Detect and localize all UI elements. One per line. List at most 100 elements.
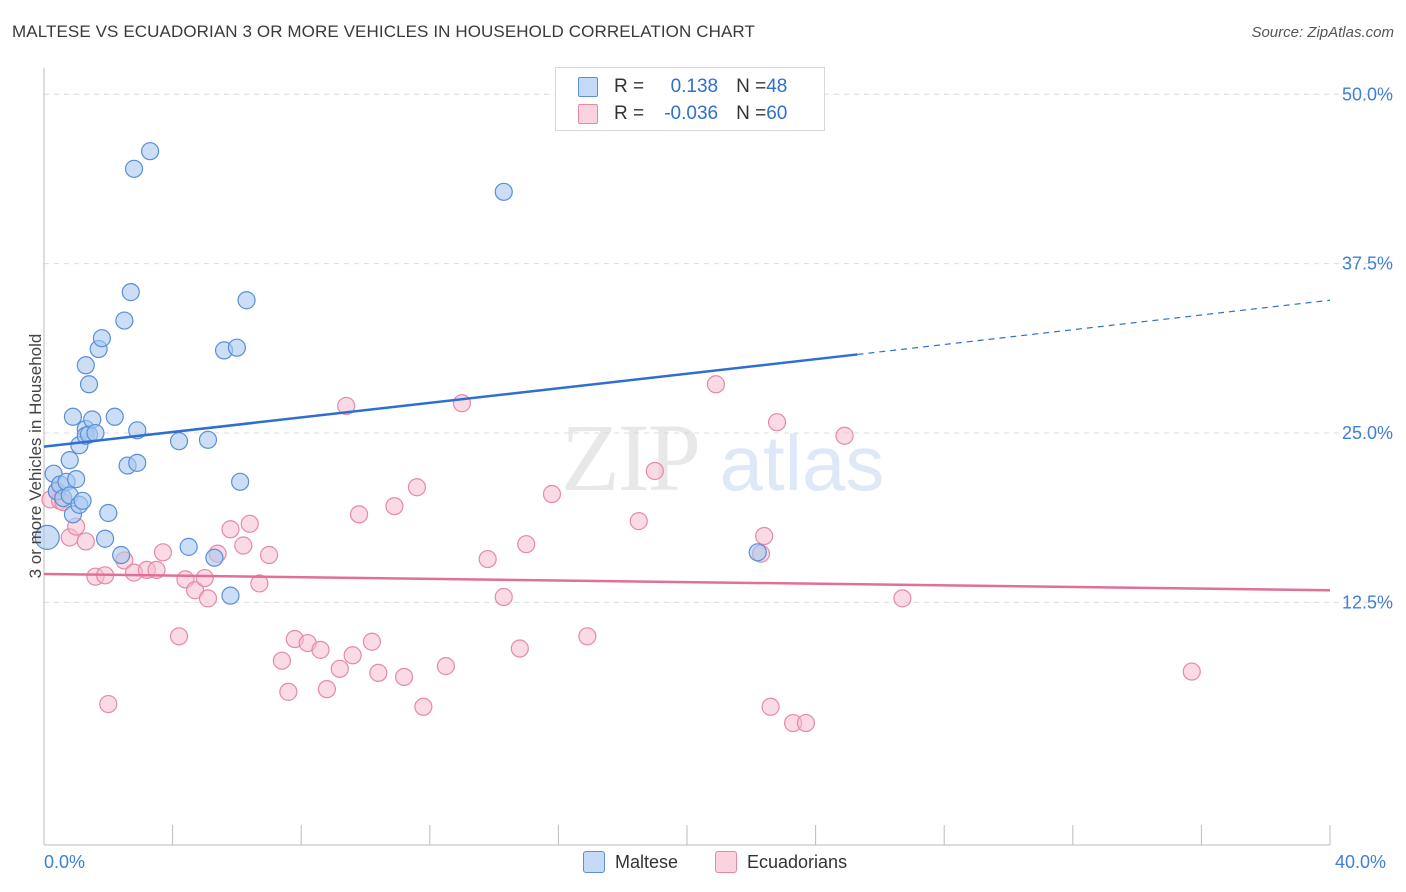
ecuadorians-legend-label: Ecuadorians — [747, 851, 848, 872]
ecuadorian-point — [761, 697, 780, 716]
ecuadorian-swatch — [578, 104, 598, 124]
ecuadorian-point — [542, 484, 562, 504]
ecuadorian-point — [221, 520, 240, 539]
maltese-point — [121, 283, 140, 302]
ecuadorian-point — [385, 497, 404, 516]
maltese-point — [34, 524, 60, 550]
ecuadorian-point — [153, 543, 173, 562]
ecuadorians-legend-swatch — [715, 851, 737, 873]
y-tick-label: 37.5% — [1342, 254, 1393, 274]
legend-row-maltese: R = 0.138 N = 48 — [578, 75, 787, 99]
maltese-trend-line — [43, 353, 858, 448]
ecuadorian-point — [494, 587, 513, 607]
ecuadorian-point — [362, 632, 382, 651]
maltese-point — [227, 338, 246, 357]
zipatlas-watermark: ZIP atlas — [561, 404, 884, 511]
ecuadorian-point — [272, 651, 292, 670]
legend-item-maltese[interactable]: Maltese — [583, 851, 678, 873]
maltese-point — [95, 529, 115, 548]
ecuadorian-point — [337, 396, 356, 416]
y-axis-label: 3 or more Vehicles in Household — [26, 333, 45, 579]
ecuadorian-point — [394, 667, 414, 687]
maltese-point — [198, 430, 218, 449]
ecuadorian-point — [706, 375, 726, 394]
watermark-zip: ZIP — [561, 404, 699, 511]
maltese-point — [179, 537, 198, 556]
ecuadorian-point — [478, 549, 497, 569]
ecuadorian-point — [234, 536, 253, 555]
maltese-point — [60, 451, 79, 470]
ecuadorian-point — [186, 581, 205, 600]
ecuadorian-point — [198, 589, 218, 608]
series-legend: Maltese Ecuadorians — [0, 851, 1406, 877]
ecuadorian-point — [317, 680, 337, 699]
ecuadorian-n-value: 60 — [766, 103, 788, 124]
maltese-point — [79, 375, 99, 394]
ecuadorian-point — [99, 694, 118, 714]
y-tick-label: 12.5% — [1342, 592, 1393, 612]
maltese-point — [63, 407, 83, 426]
maltese-point — [73, 491, 92, 510]
legend-item-ecuadorians[interactable]: Ecuadorians — [715, 851, 847, 873]
ecuadorian-point — [76, 532, 95, 551]
ecuadorian-point — [578, 627, 597, 646]
x-tick-label-max: 40.0% — [1335, 852, 1387, 872]
maltese-r-label: R = — [614, 76, 645, 97]
chart-title: MALTESE VS ECUADORIAN 3 OR MORE VEHICLES… — [12, 22, 755, 41]
maltese-point — [76, 356, 95, 375]
ecuadorian-point — [645, 461, 664, 481]
maltese-point — [205, 548, 224, 567]
ecuadorian-point — [349, 505, 369, 524]
maltese-point — [105, 407, 124, 426]
ecuadorian-point — [195, 568, 214, 588]
ecuadorian-point — [330, 659, 349, 678]
ecuadorian-point — [436, 657, 455, 676]
ecuadorian-point — [893, 589, 912, 608]
maltese-point — [112, 545, 131, 565]
maltese-point — [494, 182, 513, 201]
maltese-point — [748, 543, 767, 562]
ecuadorian-n-label: N = — [736, 103, 767, 124]
maltese-r-value: 0.138 — [670, 76, 719, 97]
maltese-point — [221, 586, 240, 605]
maltese-point — [140, 142, 160, 161]
ecuadorian-point — [240, 514, 259, 533]
ecuadorian-point — [311, 640, 330, 659]
ecuadorian-point — [259, 545, 279, 565]
y-tick-label: 50.0% — [1342, 84, 1393, 104]
ecuadorian-point — [1182, 662, 1201, 681]
ecuadorian-point — [835, 426, 854, 445]
ecuadorian-point — [510, 639, 529, 658]
ecuadorian-trend-line — [43, 572, 1331, 592]
ecuadorian-point — [369, 663, 388, 682]
ecuadorian-r-label: R = — [614, 103, 645, 124]
maltese-trend-extension — [857, 299, 1331, 356]
ecuadorian-r-value: -0.036 — [664, 103, 719, 124]
correlation-legend: R = 0.138 N = 48 R = -0.036 N = 60 — [555, 67, 825, 131]
maltese-point — [99, 503, 118, 523]
maltese-point — [128, 453, 147, 472]
source-label: Source: ZipAtlas.com — [1251, 24, 1394, 41]
ecuadorian-point — [407, 478, 427, 497]
maltese-legend-label: Maltese — [615, 851, 679, 872]
watermark-atlas: atlas — [720, 419, 885, 507]
maltese-point — [231, 472, 250, 491]
ecuadorian-point — [452, 394, 472, 413]
x-tick-label-min: 0.0% — [44, 852, 86, 872]
ecuadorian-point — [767, 413, 787, 432]
ecuadorian-point — [796, 713, 816, 733]
maltese-point — [124, 159, 144, 178]
maltese-legend-swatch — [583, 851, 605, 873]
ecuadorian-point — [629, 512, 648, 531]
legend-row-ecuadorian: R = -0.036 N = 60 — [578, 102, 787, 126]
y-tick-label: 25.0% — [1342, 423, 1393, 443]
maltese-point — [92, 329, 111, 348]
ecuadorian-point — [343, 646, 362, 665]
ecuadorian-point — [517, 535, 536, 554]
ecuadorian-point — [279, 682, 298, 701]
maltese-point — [115, 311, 134, 330]
ecuadorian-point — [169, 627, 189, 646]
maltese-n-label: N = — [736, 76, 767, 97]
ecuadorian-point — [755, 526, 774, 546]
